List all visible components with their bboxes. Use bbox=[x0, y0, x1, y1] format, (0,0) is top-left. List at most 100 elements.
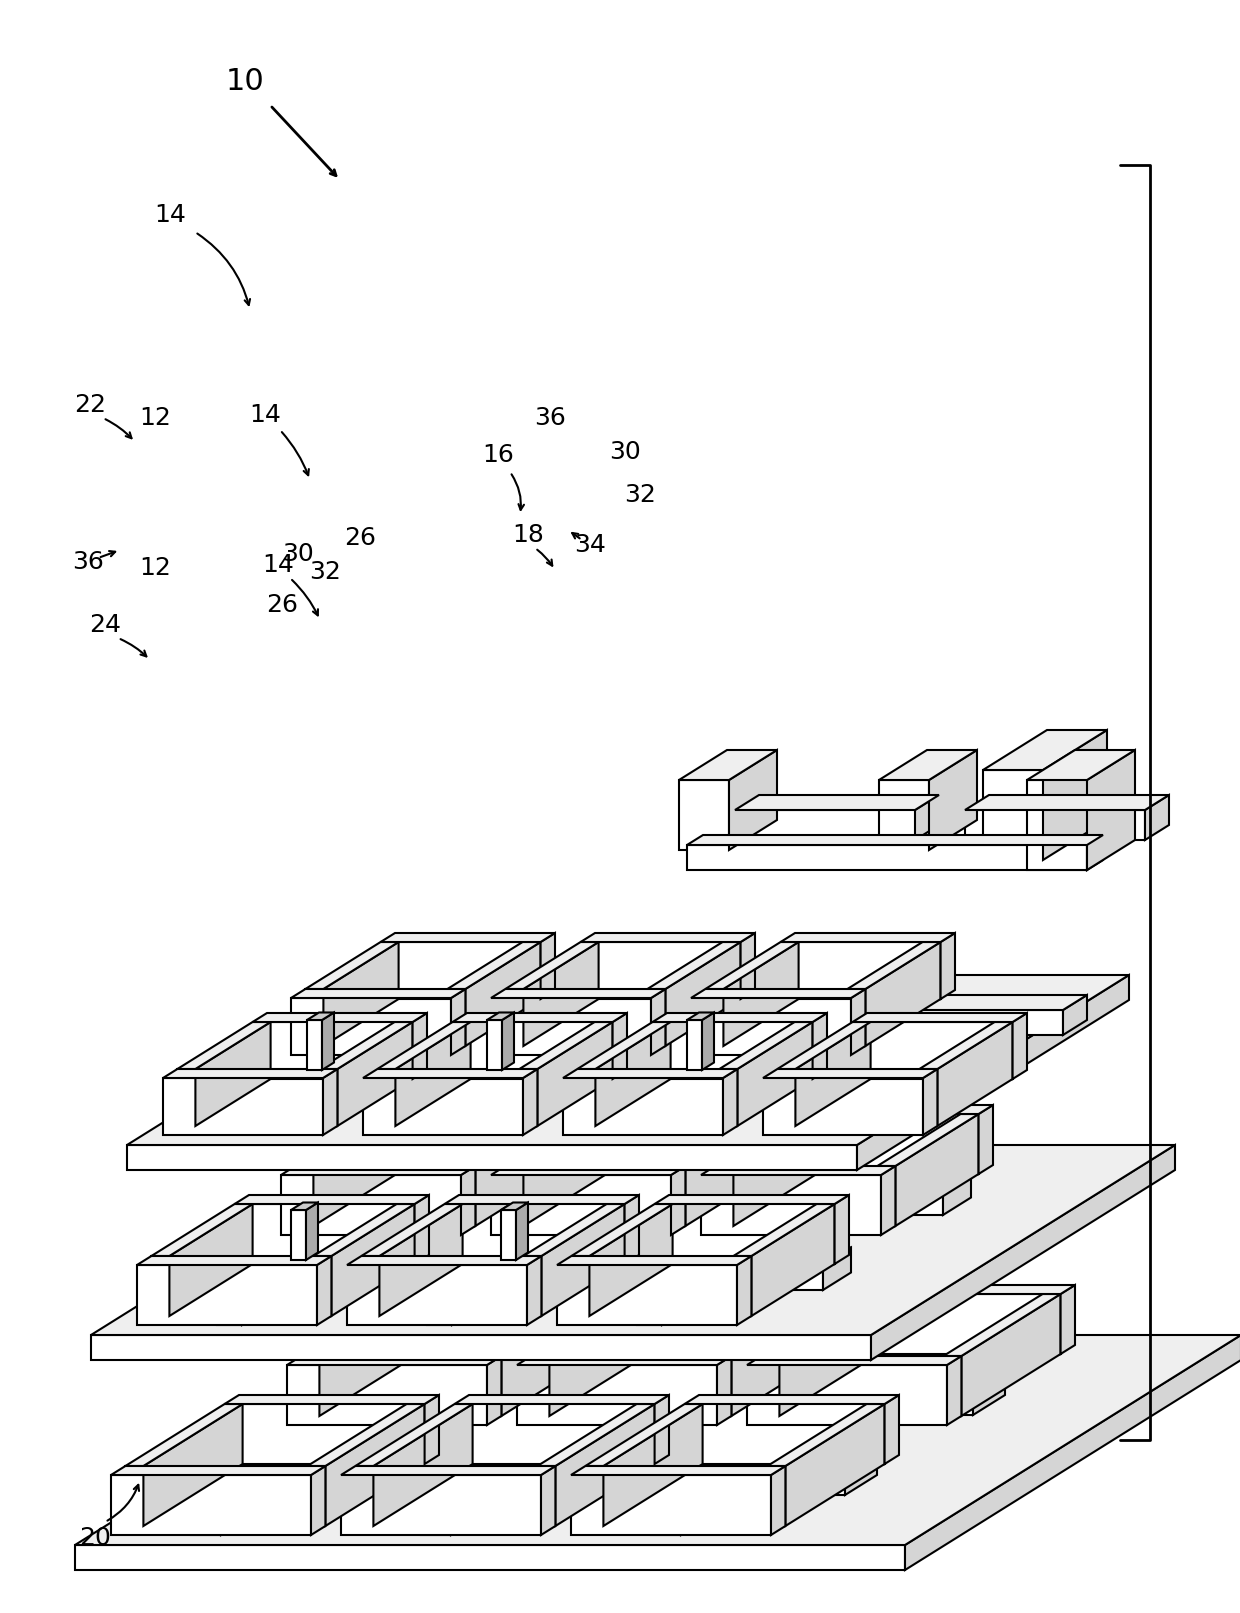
Polygon shape bbox=[823, 1247, 851, 1290]
Polygon shape bbox=[667, 1166, 686, 1226]
Polygon shape bbox=[563, 1069, 738, 1077]
Polygon shape bbox=[451, 1319, 755, 1536]
Polygon shape bbox=[1043, 731, 1107, 860]
Polygon shape bbox=[580, 942, 740, 998]
Polygon shape bbox=[291, 1210, 306, 1260]
Polygon shape bbox=[484, 1294, 600, 1357]
Polygon shape bbox=[320, 1294, 419, 1416]
Polygon shape bbox=[799, 1105, 993, 1115]
Polygon shape bbox=[847, 942, 941, 989]
Polygon shape bbox=[761, 1294, 879, 1357]
Polygon shape bbox=[761, 1357, 780, 1416]
Polygon shape bbox=[667, 1115, 769, 1166]
Polygon shape bbox=[662, 1140, 918, 1324]
Polygon shape bbox=[713, 1294, 831, 1357]
Polygon shape bbox=[224, 1395, 439, 1403]
Polygon shape bbox=[491, 1166, 686, 1174]
Text: 14: 14 bbox=[154, 203, 186, 227]
Polygon shape bbox=[234, 1203, 414, 1265]
Polygon shape bbox=[600, 1286, 615, 1353]
Polygon shape bbox=[320, 1069, 337, 1126]
Polygon shape bbox=[502, 1013, 515, 1069]
Polygon shape bbox=[919, 1023, 1013, 1069]
Polygon shape bbox=[687, 1013, 714, 1019]
Polygon shape bbox=[506, 1166, 523, 1226]
Polygon shape bbox=[691, 998, 851, 1055]
Text: 18: 18 bbox=[512, 523, 544, 547]
Polygon shape bbox=[491, 998, 651, 1055]
Polygon shape bbox=[356, 1403, 472, 1466]
Polygon shape bbox=[719, 1069, 738, 1126]
Polygon shape bbox=[655, 1195, 849, 1203]
Polygon shape bbox=[322, 1069, 337, 1136]
Polygon shape bbox=[322, 1013, 334, 1069]
Polygon shape bbox=[517, 1365, 717, 1424]
Polygon shape bbox=[532, 1357, 549, 1416]
Polygon shape bbox=[74, 1336, 1240, 1545]
Polygon shape bbox=[687, 1019, 702, 1069]
Polygon shape bbox=[448, 942, 541, 989]
Polygon shape bbox=[684, 1395, 899, 1403]
Polygon shape bbox=[312, 1190, 942, 1215]
Polygon shape bbox=[191, 1319, 525, 1510]
Polygon shape bbox=[578, 1069, 595, 1126]
Text: 20: 20 bbox=[79, 1526, 110, 1550]
Polygon shape bbox=[853, 1023, 1013, 1079]
Polygon shape bbox=[732, 1294, 831, 1416]
Text: 26: 26 bbox=[267, 594, 298, 618]
Polygon shape bbox=[589, 1203, 672, 1316]
Polygon shape bbox=[965, 810, 1145, 840]
Polygon shape bbox=[295, 1166, 314, 1226]
Polygon shape bbox=[613, 1013, 627, 1079]
Polygon shape bbox=[746, 1365, 947, 1424]
Polygon shape bbox=[585, 1466, 604, 1526]
Polygon shape bbox=[217, 1300, 242, 1324]
Polygon shape bbox=[363, 1069, 537, 1077]
Text: 22: 22 bbox=[74, 394, 105, 418]
Polygon shape bbox=[812, 1013, 827, 1079]
Polygon shape bbox=[377, 1069, 396, 1126]
Polygon shape bbox=[733, 1257, 751, 1316]
Polygon shape bbox=[322, 1010, 1063, 1036]
Polygon shape bbox=[687, 845, 1087, 869]
Polygon shape bbox=[651, 1510, 681, 1536]
Polygon shape bbox=[923, 1069, 937, 1136]
Polygon shape bbox=[631, 1294, 831, 1353]
Polygon shape bbox=[595, 1023, 671, 1126]
Polygon shape bbox=[572, 1203, 672, 1257]
Polygon shape bbox=[281, 1174, 461, 1236]
Polygon shape bbox=[557, 1265, 737, 1324]
Polygon shape bbox=[637, 1300, 662, 1324]
Text: 36: 36 bbox=[534, 406, 565, 431]
Polygon shape bbox=[487, 1357, 501, 1424]
Text: 30: 30 bbox=[609, 440, 641, 465]
Polygon shape bbox=[983, 769, 1043, 860]
Polygon shape bbox=[401, 1286, 615, 1294]
Polygon shape bbox=[414, 1195, 429, 1265]
Polygon shape bbox=[196, 1023, 270, 1126]
Text: 30: 30 bbox=[283, 542, 314, 566]
Polygon shape bbox=[983, 731, 1107, 769]
Polygon shape bbox=[517, 1357, 732, 1365]
Polygon shape bbox=[445, 1195, 639, 1203]
Polygon shape bbox=[501, 1294, 600, 1416]
Polygon shape bbox=[763, 1069, 937, 1077]
Polygon shape bbox=[681, 1319, 985, 1536]
Polygon shape bbox=[527, 1257, 542, 1324]
Polygon shape bbox=[735, 795, 939, 810]
Polygon shape bbox=[501, 1210, 516, 1260]
Polygon shape bbox=[126, 1145, 857, 1169]
Polygon shape bbox=[737, 1257, 751, 1324]
Polygon shape bbox=[706, 942, 799, 989]
Text: 32: 32 bbox=[309, 560, 341, 584]
Polygon shape bbox=[308, 1466, 325, 1526]
Polygon shape bbox=[961, 1294, 1060, 1416]
Polygon shape bbox=[851, 989, 866, 1055]
Polygon shape bbox=[453, 1140, 708, 1324]
Polygon shape bbox=[253, 1023, 413, 1079]
Polygon shape bbox=[844, 1450, 877, 1495]
Text: 32: 32 bbox=[624, 482, 656, 506]
Polygon shape bbox=[532, 1294, 649, 1357]
Polygon shape bbox=[831, 1286, 844, 1353]
Polygon shape bbox=[379, 1203, 463, 1316]
